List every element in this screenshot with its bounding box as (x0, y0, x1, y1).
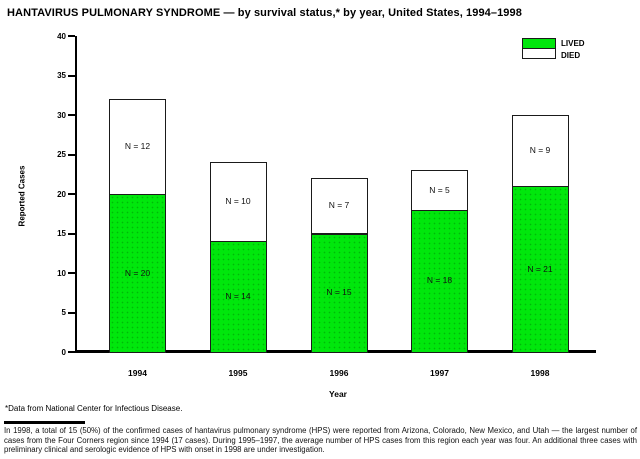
y-tick-label-25: 25 (57, 150, 66, 159)
y-tick-5 (68, 311, 75, 314)
bar-segment-died-1996 (310, 178, 368, 235)
caption-text: In 1998, a total of 15 (50%) of the conf… (4, 426, 637, 455)
y-tick-label-10: 10 (57, 268, 66, 278)
bar-label-lived-1998: N = 21 (527, 263, 553, 274)
y-tick-20 (68, 193, 75, 195)
footnote: *Data from National Center for Infectiou… (5, 404, 183, 413)
x-axis-title: Year (329, 389, 347, 399)
bar-segment-lived-1996 (310, 233, 368, 353)
y-tick-15 (68, 232, 75, 235)
chart-title: HANTAVIRUS PULMONARY SYNDROME — by survi… (7, 7, 522, 19)
bar-label-died-1995: N = 10 (225, 196, 251, 207)
bar-label-died-1998: N = 9 (529, 145, 551, 156)
y-tick-10 (68, 272, 75, 274)
x-tick-label-1997: 1997 (430, 368, 449, 378)
x-tick-label-1998: 1998 (530, 368, 550, 378)
bar-label-lived-1995: N = 14 (225, 291, 251, 302)
x-tick-label-1996: 1996 (329, 368, 349, 378)
y-tick-35 (68, 74, 75, 77)
legend-swatch-died (522, 48, 556, 59)
y-axis-label: Reported Cases (17, 165, 27, 227)
y-tick-label-35: 35 (57, 71, 66, 80)
bar-label-lived-1994: N = 20 (124, 267, 151, 278)
bar-segment-died-1994 (109, 99, 166, 195)
bar-segment-died-1998 (511, 115, 569, 188)
y-axis-line (75, 36, 77, 353)
y-tick-label-0: 0 (61, 347, 66, 357)
bar-label-died-1996: N = 7 (328, 200, 350, 211)
bar-label-died-1994: N = 12 (124, 141, 151, 152)
bar-segment-lived-1995 (209, 241, 267, 353)
y-tick-label-5: 5 (61, 308, 66, 317)
bar-segment-lived-1997 (411, 209, 468, 353)
bar-segment-lived-1994 (109, 194, 166, 353)
y-tick-label-15: 15 (57, 229, 66, 238)
plot-area: Reported Cases LIVED DIED Year 0 5 10 15 20 2… (17, 31, 632, 399)
legend: LIVED DIED (522, 38, 632, 64)
y-tick-label-20: 20 (57, 189, 66, 199)
bar-label-lived-1997: N = 18 (426, 275, 453, 286)
legend-label-lived: LIVED (561, 39, 585, 48)
y-tick-30 (68, 114, 75, 116)
x-tick-label-1995: 1995 (228, 368, 248, 378)
bar-label-lived-1996: N = 15 (326, 287, 352, 298)
bar-label-died-1997: N = 5 (429, 184, 450, 195)
y-tick-40 (68, 35, 75, 37)
y-tick-0 (68, 351, 75, 353)
separator-rule (4, 421, 85, 424)
bar-segment-died-1997 (411, 170, 468, 211)
legend-label-died: DIED (561, 51, 581, 60)
bar-segment-lived-1998 (511, 186, 569, 353)
y-tick-25 (68, 153, 75, 156)
bar-segment-died-1995 (209, 162, 267, 243)
y-tick-label-30: 30 (57, 110, 66, 120)
x-tick-label-1994: 1994 (128, 368, 147, 378)
y-tick-label-40: 40 (57, 31, 66, 41)
